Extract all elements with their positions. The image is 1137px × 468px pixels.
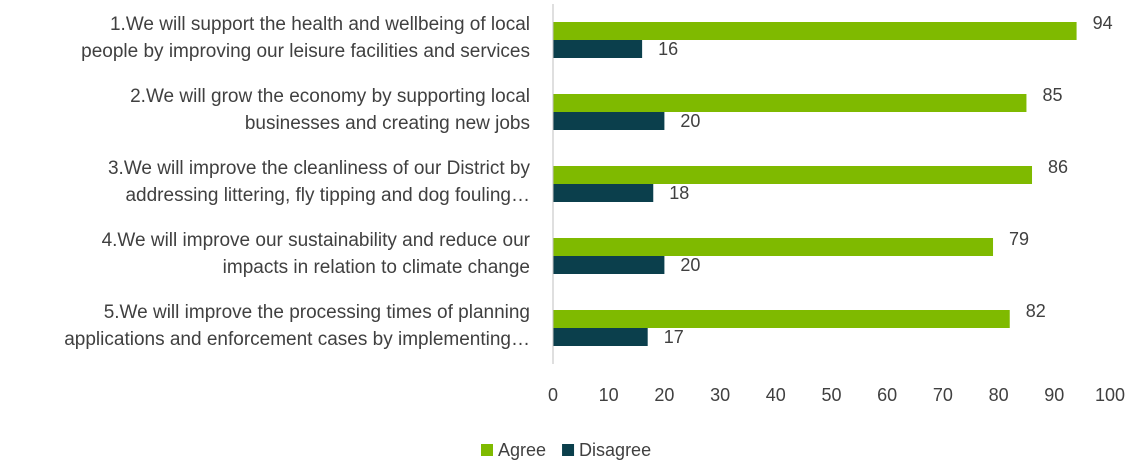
bar [553,238,994,256]
value-label: 86 [1048,157,1068,177]
x-tick-label: 30 [710,385,730,405]
category-label: 1.We will support the health and wellbei… [81,14,530,62]
value-label: 20 [680,255,700,275]
value-label: 18 [669,183,689,203]
legend-label: Disagree [579,440,651,460]
x-tick-label: 70 [933,385,953,405]
value-label: 16 [658,39,678,59]
x-tick-label: 10 [599,385,619,405]
x-tick-label: 60 [877,385,897,405]
legend-swatch [481,444,493,456]
x-tick-label: 90 [1044,385,1064,405]
value-label: 85 [1042,85,1062,105]
x-tick-label: 100 [1095,385,1125,405]
value-label: 79 [1009,229,1029,249]
bar [553,22,1077,40]
category-label: 5.We will improve the processing times o… [64,302,530,350]
bar [553,328,648,346]
bar [553,184,654,202]
bar [553,310,1010,328]
bar [553,40,643,58]
x-tick-label: 40 [766,385,786,405]
category-label: 3.We will improve the cleanliness of our… [107,158,530,206]
legend-label: Agree [498,440,546,460]
category-label: 4.We will improve our sustainability and… [101,230,530,278]
bar [553,166,1033,184]
value-label: 20 [680,111,700,131]
category-label: 4.We will improve our sustainability and… [101,230,530,278]
x-tick-label: 0 [548,385,558,405]
category-label: 2.We will grow the economy by supporting… [130,86,530,134]
x-tick-label: 50 [821,385,841,405]
value-label: 17 [664,327,684,347]
category-label: 5.We will improve the processing times o… [64,302,530,350]
category-label: 3.We will improve the cleanliness of our… [107,158,530,206]
x-tick-label: 80 [989,385,1009,405]
legend-swatch [562,444,575,456]
bar [553,94,1027,112]
category-label: 2.We will grow the economy by supporting… [130,86,530,134]
value-label: 82 [1026,301,1046,321]
x-tick-label: 20 [654,385,674,405]
bar [553,112,665,130]
category-label: 1.We will support the health and wellbei… [81,14,530,62]
value-label: 94 [1093,13,1113,33]
bar [553,256,665,274]
